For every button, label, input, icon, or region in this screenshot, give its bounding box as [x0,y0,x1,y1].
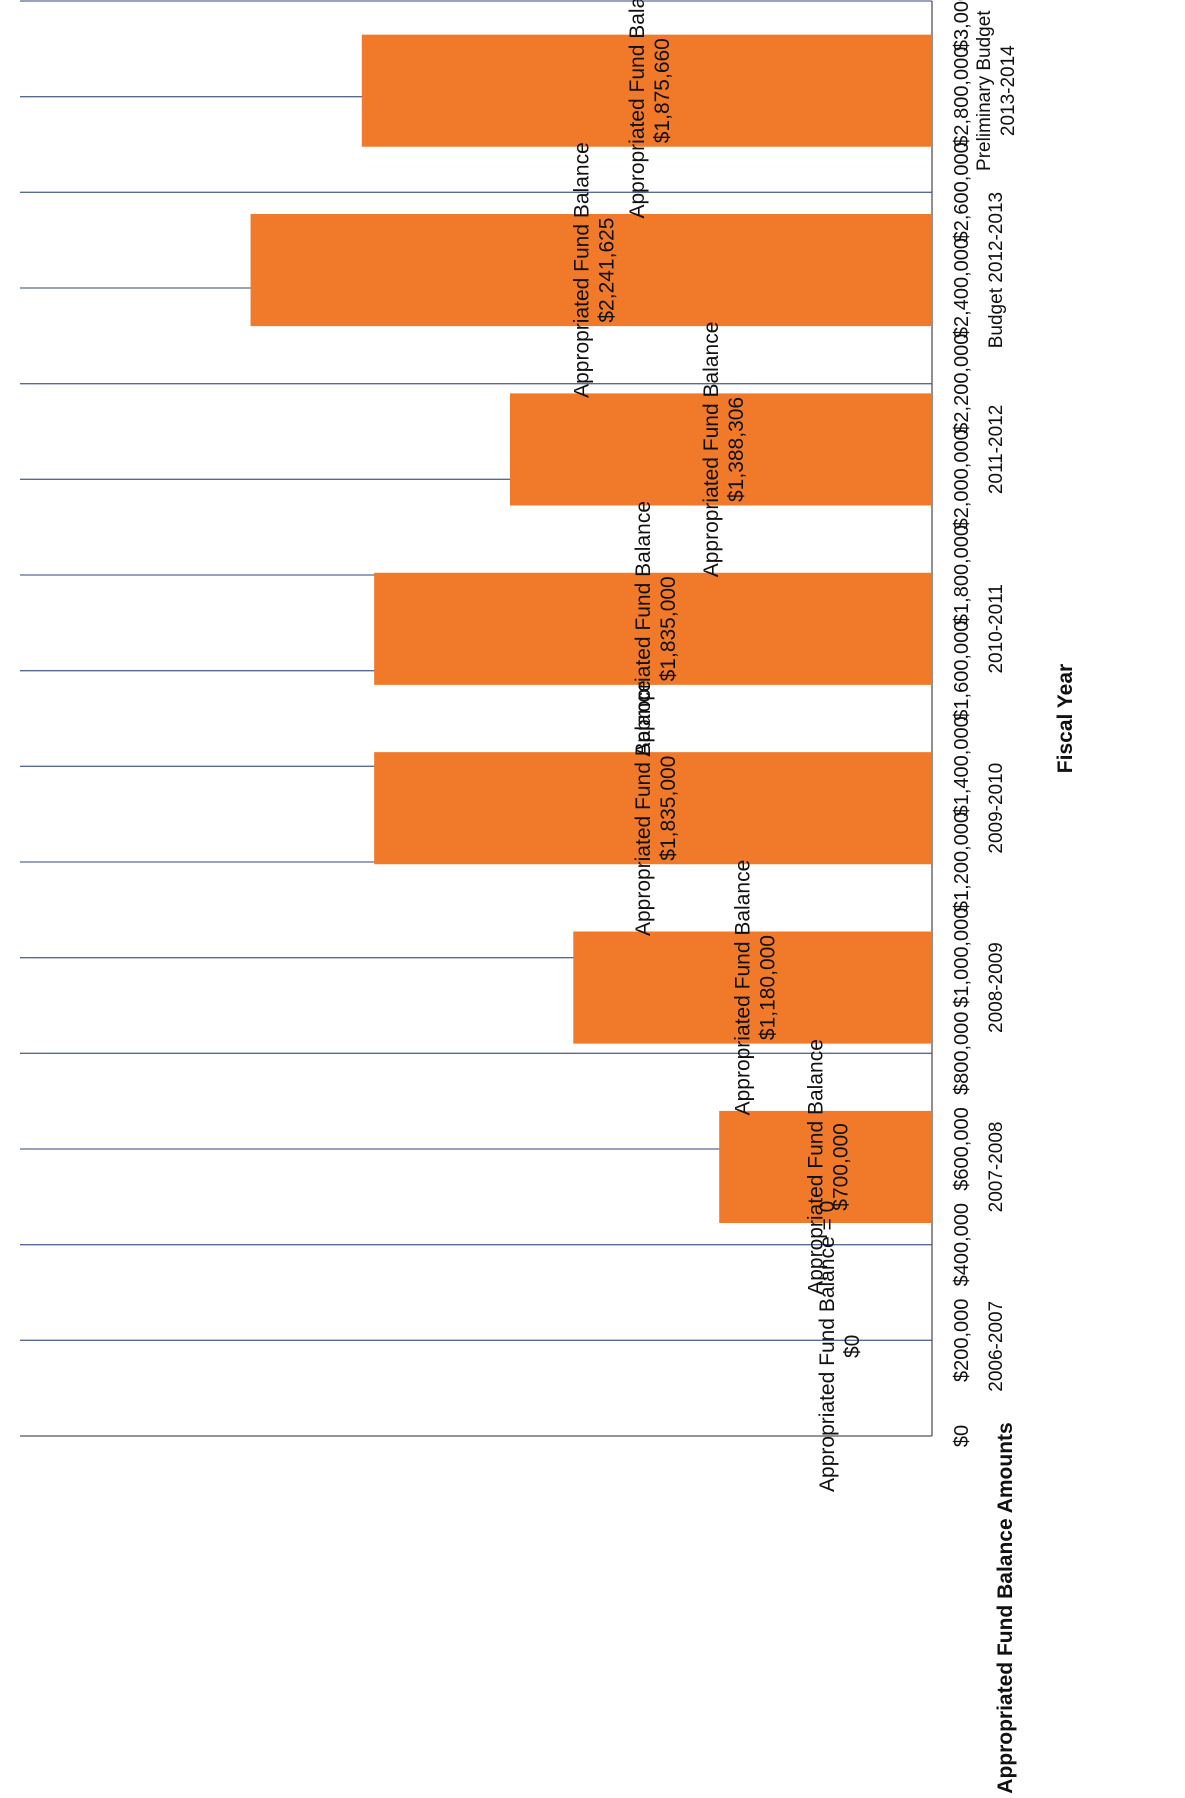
y-tick-label: $1,200,000 [951,812,973,912]
y-tick-label: $200,000 [951,1299,973,1382]
x-category-label: 2007-2008 [986,1122,1007,1213]
bar [509,393,932,506]
bar [573,931,933,1044]
bar-data-label: Appropriated Fund Balance$1,388,306 [700,322,748,578]
y-tick-label: $2,000,000 [951,429,973,529]
y-tick-label: $2,800,000 [951,47,973,147]
bars [250,34,933,1223]
x-axis-title: Fiscal Year [1054,664,1077,773]
bar-labels: Appropriated Fund Balance = 0$0Appropria… [570,0,864,1492]
x-category-label: Preliminary Budget 2013-2014 [974,10,1019,171]
y-tick-label: $3,000,000 [951,0,973,51]
bar [374,572,933,685]
bar-data-label: Appropriated Fund Balance = 0$0 [816,1201,864,1492]
bar-data-label: Appropriated Fund Balance$1,875,660 [626,0,674,219]
bar-data-label: Appropriated Fund Balance$2,241,625 [570,142,618,398]
bar [361,34,932,147]
bar [719,1110,933,1223]
y-tick-label: $800,000 [951,1012,973,1095]
y-axis-ticks: $0 $200,000 $400,000 $600,000 $800,000 $1,000… [951,0,973,1447]
y-tick-label: $0 [951,1425,973,1447]
bar-data-label: Appropriated Fund Balance$700,000 [805,1039,853,1295]
x-axis-categories: 2006-2007 2007-2008 2008-2009 2009-2010 2010… [974,10,1019,1392]
bar-data-label: Appropriated Fund Balance$1,180,000 [732,860,780,1116]
x-category-label: 2009-2010 [986,763,1007,854]
y-tick-label: $1,000,000 [951,908,973,1008]
bar-data-label: Appropriated Fund Balance$1,835,000 [632,680,680,936]
x-category-label: 2006-2007 [986,1301,1007,1392]
bar-data-label: Appropriated Fund Balance$1,835,000 [632,501,680,757]
y-axis-title: Appropriated Fund Balance Amounts [994,1422,1017,1793]
x-category-label: 2011-2012 [986,405,1007,494]
y-tick-label: $1,800,000 [951,525,973,625]
y-tick-label: $2,400,000 [951,238,973,338]
x-category-label: 2010-2011 [986,584,1007,673]
y-tick-label: $2,200,000 [951,334,973,434]
y-tick-label: $400,000 [951,1203,973,1286]
bar [374,752,933,865]
x-category-label: Budget 2012-2013 [986,192,1007,348]
y-tick-label: $1,400,000 [951,716,973,816]
x-category-label: 2008-2009 [986,942,1007,1033]
bar [250,214,932,327]
y-tick-label: $1,600,000 [951,621,973,721]
y-tick-label: $2,600,000 [951,142,973,242]
y-tick-label: $600,000 [951,1107,973,1190]
